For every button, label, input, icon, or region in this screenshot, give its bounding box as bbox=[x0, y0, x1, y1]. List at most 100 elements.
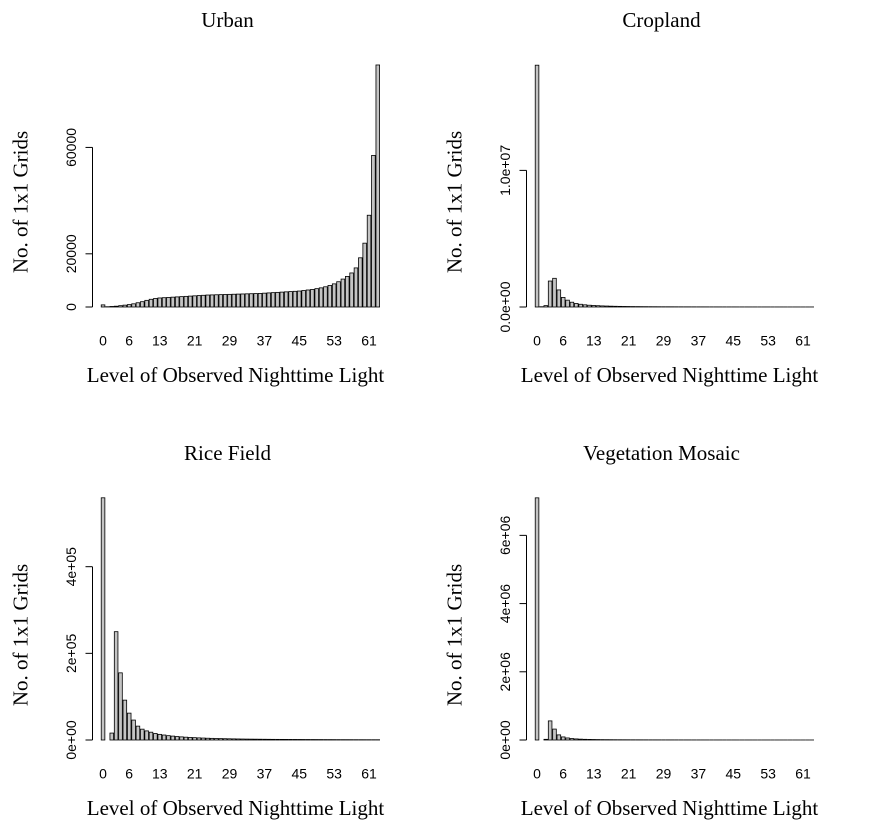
x-tick-label: 6 bbox=[125, 766, 133, 782]
x-tick-label: 29 bbox=[656, 766, 672, 782]
bar bbox=[236, 738, 241, 741]
bar bbox=[140, 728, 145, 741]
bar bbox=[345, 276, 350, 308]
bar bbox=[157, 733, 162, 741]
bar bbox=[179, 296, 184, 308]
bar bbox=[270, 292, 276, 308]
bar bbox=[100, 497, 106, 741]
bar bbox=[534, 64, 540, 308]
bar bbox=[144, 730, 149, 741]
bar bbox=[587, 739, 592, 741]
bar bbox=[569, 738, 575, 741]
bar bbox=[318, 287, 324, 308]
x-tick-label: 61 bbox=[361, 333, 377, 349]
bar bbox=[240, 738, 245, 741]
bar bbox=[574, 303, 579, 308]
bar bbox=[547, 720, 553, 741]
chart-title: Cropland bbox=[622, 8, 701, 32]
bar bbox=[279, 738, 285, 741]
x-tick-label: 61 bbox=[795, 333, 811, 349]
bar bbox=[353, 267, 359, 308]
x-tick-label: 13 bbox=[152, 333, 168, 349]
y-tick-label: 2e+06 bbox=[497, 652, 513, 692]
x-tick-label: 45 bbox=[725, 766, 741, 782]
bar bbox=[565, 299, 570, 308]
bar bbox=[543, 305, 548, 308]
bar bbox=[222, 294, 228, 308]
bar bbox=[362, 242, 367, 308]
bar bbox=[600, 305, 605, 308]
bar bbox=[188, 737, 193, 741]
bar bbox=[297, 739, 302, 741]
y-tick-label: 20000 bbox=[63, 234, 79, 273]
bar bbox=[543, 738, 548, 741]
bar bbox=[144, 299, 149, 308]
x-tick-label: 0 bbox=[99, 766, 107, 782]
x-tick-label: 13 bbox=[586, 766, 602, 782]
bar bbox=[336, 281, 341, 308]
bar bbox=[349, 272, 354, 308]
bar bbox=[249, 738, 254, 741]
bar bbox=[122, 699, 128, 741]
chart-title: Rice Field bbox=[184, 441, 271, 465]
bar bbox=[231, 293, 237, 308]
x-tick-label: 37 bbox=[691, 333, 707, 349]
bar bbox=[109, 306, 114, 308]
y-tick-label: 0e+00 bbox=[63, 720, 79, 760]
y-tick-label: 4e+05 bbox=[63, 547, 79, 587]
bar bbox=[582, 304, 588, 308]
bar bbox=[253, 738, 258, 741]
y-tick-label: 6e+06 bbox=[497, 515, 513, 555]
bar bbox=[283, 291, 289, 308]
x-tick-label: 21 bbox=[621, 333, 637, 349]
bar bbox=[275, 738, 280, 741]
bar bbox=[205, 294, 210, 308]
bar bbox=[244, 738, 250, 741]
bar bbox=[166, 735, 171, 741]
bar bbox=[118, 305, 123, 308]
x-tick-label: 29 bbox=[222, 766, 238, 782]
bar bbox=[587, 304, 592, 308]
x-axis-label: Level of Observed Nighttime Light bbox=[87, 363, 385, 387]
bar bbox=[578, 738, 583, 741]
bar bbox=[122, 304, 128, 308]
bar bbox=[249, 293, 254, 308]
x-tick-label: 37 bbox=[257, 333, 273, 349]
bar bbox=[556, 289, 562, 308]
bar bbox=[257, 293, 263, 308]
x-tick-label: 13 bbox=[152, 766, 168, 782]
bar bbox=[201, 737, 206, 741]
x-tick-label: 53 bbox=[326, 333, 342, 349]
bar bbox=[574, 738, 579, 741]
bar bbox=[288, 739, 293, 741]
bar bbox=[595, 305, 601, 308]
x-axis-label: Level of Observed Nighttime Light bbox=[87, 796, 385, 820]
x-tick-label: 21 bbox=[621, 766, 637, 782]
bar bbox=[617, 305, 623, 308]
x-tick-label: 45 bbox=[725, 333, 741, 349]
bar bbox=[179, 736, 184, 741]
x-tick-label: 29 bbox=[656, 333, 672, 349]
x-tick-label: 37 bbox=[691, 766, 707, 782]
y-axis-label: No. of 1x1 Grids bbox=[442, 564, 466, 706]
bar bbox=[292, 290, 298, 308]
bar bbox=[153, 733, 158, 741]
bar bbox=[196, 737, 202, 741]
x-tick-label: 21 bbox=[187, 333, 203, 349]
bar bbox=[591, 305, 596, 308]
bar bbox=[148, 298, 154, 308]
x-tick-label: 29 bbox=[222, 333, 238, 349]
x-tick-label: 0 bbox=[533, 766, 541, 782]
x-tick-label: 37 bbox=[257, 766, 273, 782]
y-tick-label: 4e+06 bbox=[497, 584, 513, 624]
bar bbox=[262, 292, 267, 308]
bar bbox=[552, 277, 557, 308]
bar bbox=[109, 732, 114, 741]
bar bbox=[556, 734, 562, 741]
bar bbox=[327, 285, 333, 308]
x-tick-label: 13 bbox=[586, 333, 602, 349]
bar bbox=[262, 738, 267, 741]
bar bbox=[270, 738, 276, 741]
bar bbox=[371, 155, 376, 308]
